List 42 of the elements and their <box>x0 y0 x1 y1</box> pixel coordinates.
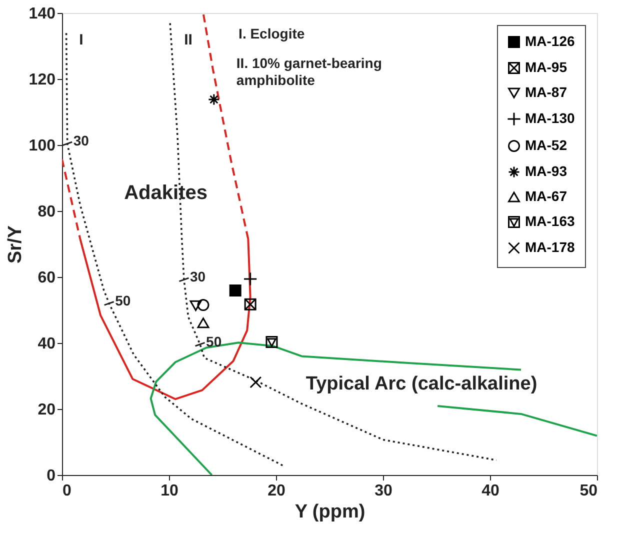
annotation: 50 <box>115 292 131 308</box>
legend-label: MA-130 <box>525 110 576 126</box>
y-tick-label: 120 <box>28 72 56 88</box>
x-axis-title: Y (ppm) <box>294 502 366 522</box>
annotation: II <box>184 31 192 48</box>
annotation: Typical Arc (calc-alkaline) <box>306 374 538 395</box>
x-tick-label: 50 <box>580 482 598 500</box>
y-tick-label: 60 <box>38 270 56 286</box>
annotation: I. Eclogite <box>238 25 305 42</box>
point <box>244 298 256 310</box>
legend-label: MA-52 <box>525 137 568 153</box>
y-tick-label: 100 <box>28 138 56 154</box>
point <box>208 93 220 106</box>
annotation: Adakites <box>124 182 208 204</box>
x-tick-label: 10 <box>160 482 178 500</box>
annotation: I <box>79 31 84 48</box>
annotation: 50 <box>206 333 222 350</box>
y-tick-label: 20 <box>38 402 56 418</box>
point <box>243 272 258 286</box>
annotation: II. 10% garnet-bearing amphibolite <box>236 55 382 88</box>
point <box>229 284 242 297</box>
annotation: 30 <box>190 268 206 285</box>
legend-label: MA-178 <box>525 239 576 255</box>
x-tick-label: 40 <box>482 482 500 500</box>
y-tick-label: 80 <box>38 204 56 220</box>
x-tick-label: 30 <box>374 482 392 500</box>
y-tick-label: 0 <box>46 468 56 484</box>
x-tick-label: 0 <box>62 482 72 500</box>
legend-label: MA-95 <box>525 59 568 75</box>
point <box>197 318 210 328</box>
y-tick-label: 140 <box>28 6 56 22</box>
point <box>190 300 202 311</box>
y-tick-label: 40 <box>38 336 56 352</box>
legend-label: MA-87 <box>525 84 568 100</box>
x-tick-label: 20 <box>268 482 286 500</box>
legend-label: MA-126 <box>525 33 576 49</box>
legend-label: MA-93 <box>525 163 568 179</box>
point <box>266 336 278 348</box>
legend-label: MA-163 <box>525 213 576 229</box>
legend-label: MA-67 <box>525 188 568 204</box>
y-axis-title: Sr/Y <box>4 225 26 264</box>
annotation: 30 <box>73 132 90 149</box>
